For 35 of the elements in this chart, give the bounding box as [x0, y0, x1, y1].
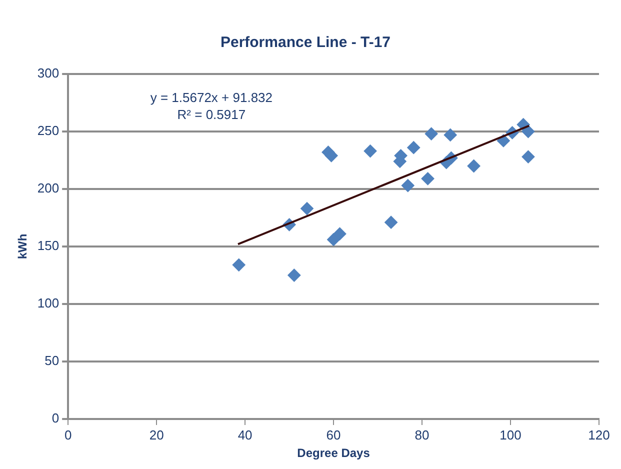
x-tick-label: 80	[414, 427, 430, 442]
point	[424, 127, 438, 140]
point	[364, 144, 377, 158]
y-tick-label: 150	[37, 238, 60, 254]
point	[407, 141, 420, 154]
point	[333, 227, 346, 240]
y-tick-label: 50	[44, 353, 60, 368]
chart-title: Performance Line - T-17	[220, 34, 391, 52]
x-tick-label: 40	[238, 427, 252, 442]
point	[444, 128, 457, 142]
x-tick-label: 60	[326, 427, 341, 442]
y-axis-title: kWh	[16, 234, 30, 260]
x-tick-label: 120	[588, 427, 610, 442]
point	[384, 216, 398, 229]
y-tick-label: 250	[37, 123, 60, 138]
point	[522, 125, 535, 138]
point	[300, 202, 314, 216]
x-tick-label: 20	[149, 427, 164, 442]
y-tick-label: 200	[37, 180, 60, 196]
y-tick-label: 0	[52, 410, 60, 426]
point	[232, 258, 246, 272]
x-tick-label: 100	[500, 427, 522, 442]
point	[522, 150, 535, 164]
point	[421, 172, 434, 186]
point	[288, 268, 301, 282]
y-tick-label: 300	[37, 66, 60, 81]
annotation: R² = 0.5917	[177, 107, 246, 122]
x-axis-title: Degree Days	[297, 446, 370, 460]
x-tick-label: 0	[64, 427, 72, 442]
point	[324, 149, 338, 162]
point	[327, 233, 340, 246]
point	[467, 160, 480, 172]
annotation: y = 1.5672x + 91.832	[150, 90, 273, 105]
point	[401, 179, 414, 192]
y-tick-label: 100	[37, 296, 60, 311]
